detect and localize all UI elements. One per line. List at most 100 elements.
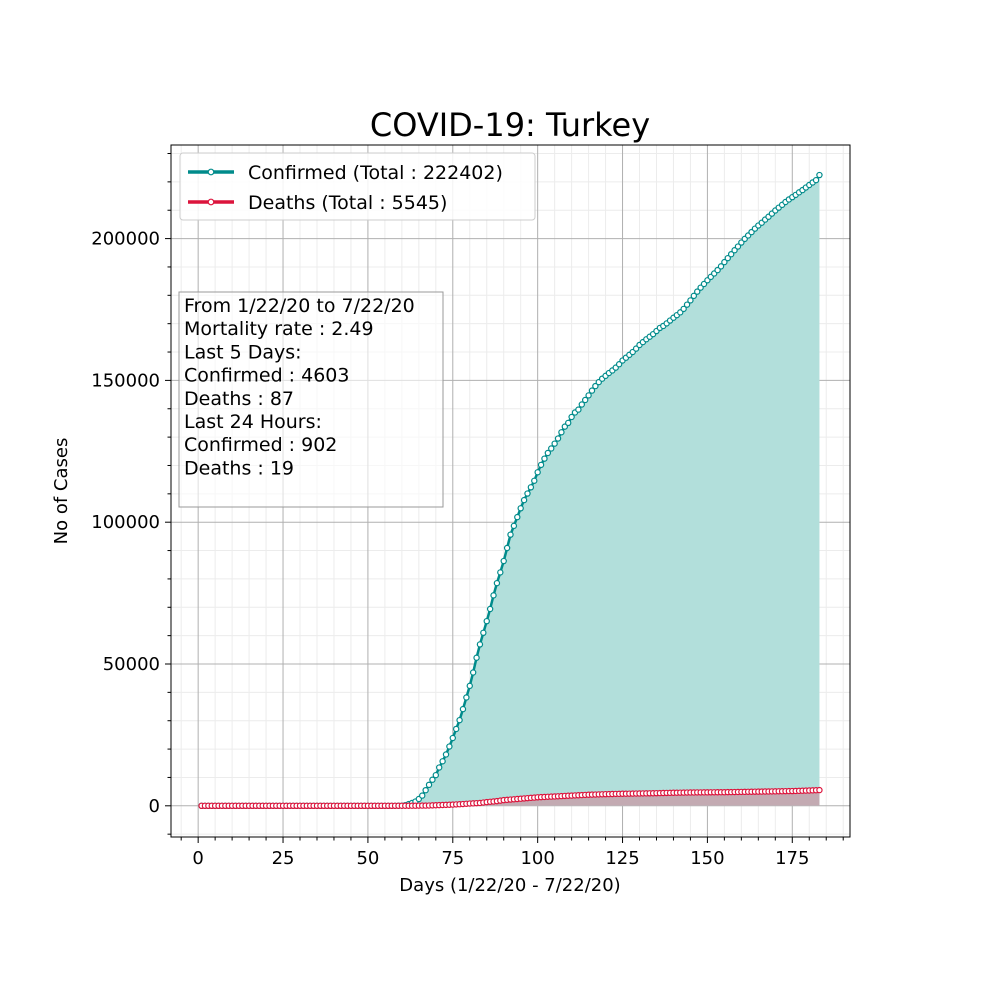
x-tick-label: 25 [272, 848, 295, 869]
data-point-confirmed [503, 544, 511, 552]
data-point-confirmed [544, 449, 552, 457]
y-tick-label: 100000 [91, 512, 160, 533]
info-line: Confirmed : 4603 [184, 365, 349, 387]
x-tick-label: 125 [605, 848, 639, 869]
data-point-confirmed [592, 382, 599, 390]
data-point-confirmed [500, 557, 507, 565]
x-tick-label: 175 [775, 848, 809, 869]
data-point-confirmed [432, 771, 440, 779]
x-tick-label: 100 [520, 848, 554, 869]
data-point-confirmed [463, 694, 470, 701]
x-axis-label: Days (1/22/20 - 7/22/20) [399, 875, 620, 896]
x-tick-label: 150 [690, 848, 724, 869]
data-point-confirmed [459, 705, 467, 713]
info-line: Last 24 Hours: [184, 411, 322, 433]
info-line: Mortality rate : 2.49 [184, 318, 374, 340]
y-tick-label: 200000 [91, 229, 160, 250]
axes-frame [170, 144, 851, 838]
data-point-confirmed [588, 387, 596, 394]
data-point-confirmed [554, 435, 562, 442]
data-point-confirmed [425, 781, 433, 789]
data-point-confirmed [585, 392, 592, 399]
data-point-confirmed [507, 531, 514, 538]
info-line: Confirmed : 902 [184, 434, 337, 456]
data-point-confirmed [548, 445, 555, 452]
data-point-confirmed [473, 654, 480, 661]
legend-label-deaths: Deaths (Total : 5545) [248, 192, 447, 214]
y-axis-label: No of Cases [51, 438, 72, 545]
legend-marker-deaths [207, 198, 215, 206]
data-point-confirmed [456, 716, 463, 724]
data-point-confirmed [724, 254, 731, 262]
data-point-confirmed [694, 288, 701, 295]
data-point-confirmed [717, 263, 725, 270]
data-point-confirmed [510, 522, 518, 530]
data-point-confirmed [551, 440, 558, 447]
data-point-confirmed [690, 292, 698, 300]
legend-box [179, 152, 536, 221]
data-point-confirmed [581, 396, 589, 404]
series-area-confirmed [201, 175, 820, 806]
data-point-confirmed [687, 297, 694, 304]
y-tick-label: 150000 [91, 370, 160, 391]
data-point-confirmed [419, 792, 426, 799]
data-point-confirmed [486, 605, 494, 613]
data-point-confirmed [429, 776, 436, 783]
data-point-confirmed [534, 469, 541, 476]
data-point-confirmed [493, 579, 501, 587]
data-point-confirmed [476, 641, 484, 648]
data-point-confirmed [442, 751, 450, 758]
data-point-confirmed [490, 592, 497, 599]
info-line: Last 5 Days: [184, 341, 302, 363]
x-tick-label: 0 [192, 848, 203, 869]
data-point-confirmed [514, 513, 521, 521]
series-markers-deaths [198, 786, 823, 810]
data-point-confirmed [480, 629, 487, 637]
data-point-confirmed [812, 176, 820, 184]
legend-label-confirmed: Confirmed (Total : 222402) [248, 162, 503, 184]
data-point-confirmed [727, 250, 735, 258]
legend: Confirmed (Total : 222402) Deaths (Total … [179, 152, 536, 221]
data-point-confirmed [541, 455, 548, 462]
plot-area: 0 25 50 75 100 125 150 175 0 50000 100000 150000 200… [91, 144, 851, 869]
data-point-confirmed [520, 496, 528, 504]
data-point-deaths [816, 786, 823, 794]
data-point-confirmed [439, 758, 446, 765]
data-point-confirmed [578, 401, 586, 408]
info-line: From 1/22/20 to 7/22/20 [184, 295, 415, 317]
info-line: Deaths : 19 [184, 457, 294, 479]
data-point-confirmed [422, 787, 429, 794]
data-point-confirmed [721, 258, 728, 266]
data-point-confirmed [734, 243, 742, 250]
data-point-confirmed [575, 406, 582, 413]
data-point-confirmed [449, 734, 456, 742]
data-point-confirmed [816, 171, 823, 179]
data-point-confirmed [565, 419, 572, 427]
data-point-confirmed [483, 617, 490, 625]
data-point-confirmed [466, 682, 473, 690]
data-point-confirmed [537, 461, 545, 469]
info-box-frame [178, 291, 444, 508]
chart-title: COVID-19: Turkey [370, 106, 650, 144]
data-point-confirmed [524, 490, 531, 497]
x-tick-label: 75 [441, 848, 464, 869]
data-point-confirmed [683, 301, 691, 308]
y-tick-label: 0 [149, 796, 160, 817]
data-point-confirmed [568, 413, 575, 421]
data-point-confirmed [680, 305, 687, 313]
data-point-confirmed [527, 484, 535, 491]
data-point-confirmed [446, 743, 453, 750]
x-tick-label: 50 [356, 848, 379, 869]
y-tick-label: 50000 [103, 654, 160, 675]
data-point-confirmed [517, 505, 524, 512]
data-point-confirmed [452, 725, 460, 733]
info-line: Deaths : 87 [184, 388, 294, 410]
data-point-confirmed [436, 764, 443, 771]
data-point-confirmed [531, 477, 538, 484]
data-point-confirmed [469, 669, 477, 676]
data-point-confirmed [558, 429, 565, 436]
data-point-confirmed [497, 569, 504, 576]
legend-marker-confirmed [207, 168, 215, 176]
